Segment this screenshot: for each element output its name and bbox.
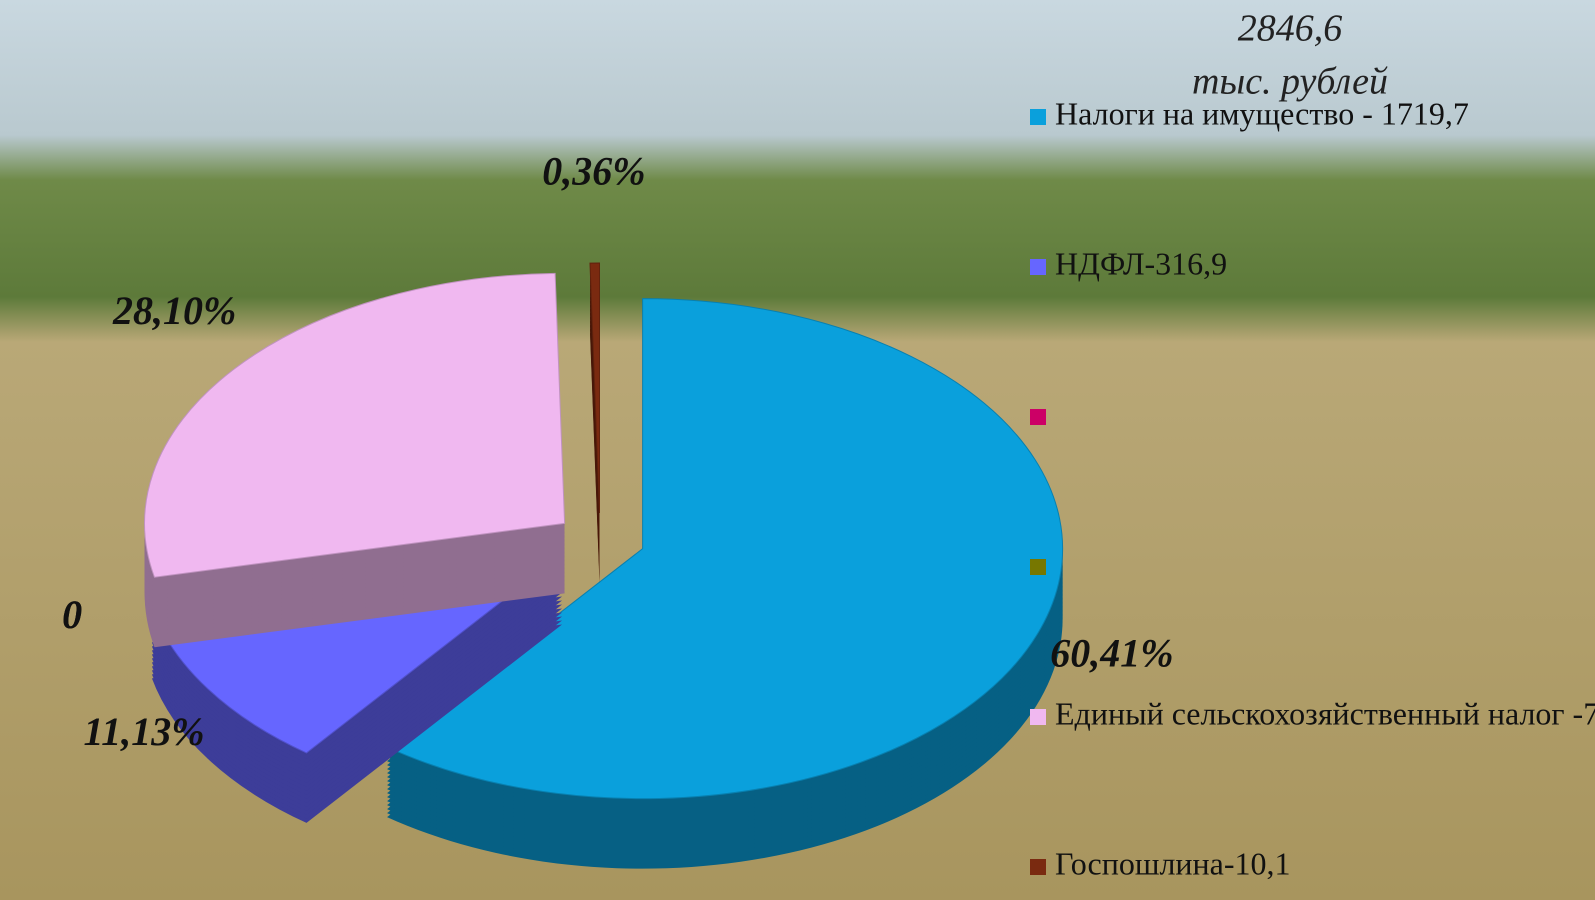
legend-marker: [1030, 859, 1046, 875]
value-label: 0,36%: [542, 149, 645, 194]
slice-side: [145, 599, 557, 654]
legend-marker: [1030, 409, 1046, 425]
slice: [144, 272, 566, 578]
slice: [386, 298, 1064, 800]
legend-marker: [1030, 109, 1046, 125]
value-label: 0: [62, 592, 82, 637]
legend-marker: [1030, 709, 1046, 725]
value-label: 11,13%: [83, 709, 204, 754]
chart-subtitle: тыс. рублей: [1192, 61, 1388, 103]
legend-label: НДФЛ-316,9: [1055, 245, 1227, 281]
slice-side: [145, 603, 557, 658]
value-label: 28,10%: [112, 288, 236, 333]
slice-side: [145, 595, 557, 650]
chart-title: 2846,6: [1238, 8, 1343, 50]
legend-label: Госпошлина-10,1: [1055, 845, 1291, 881]
slice-side: [145, 611, 557, 666]
legend-marker: [1030, 559, 1046, 575]
value-label: 0: [62, 592, 82, 637]
pie: [144, 262, 1064, 869]
slice: [589, 262, 600, 514]
value-label: 60,41%: [1050, 630, 1173, 675]
legend-marker: [1030, 259, 1046, 275]
legend-label: Налоги на имущество - 1719,7: [1055, 95, 1469, 131]
slice-side: [145, 607, 557, 662]
slice-side: [145, 615, 557, 670]
legend-label: Единый сельскохозяйственный налог -799,9: [1055, 695, 1595, 731]
